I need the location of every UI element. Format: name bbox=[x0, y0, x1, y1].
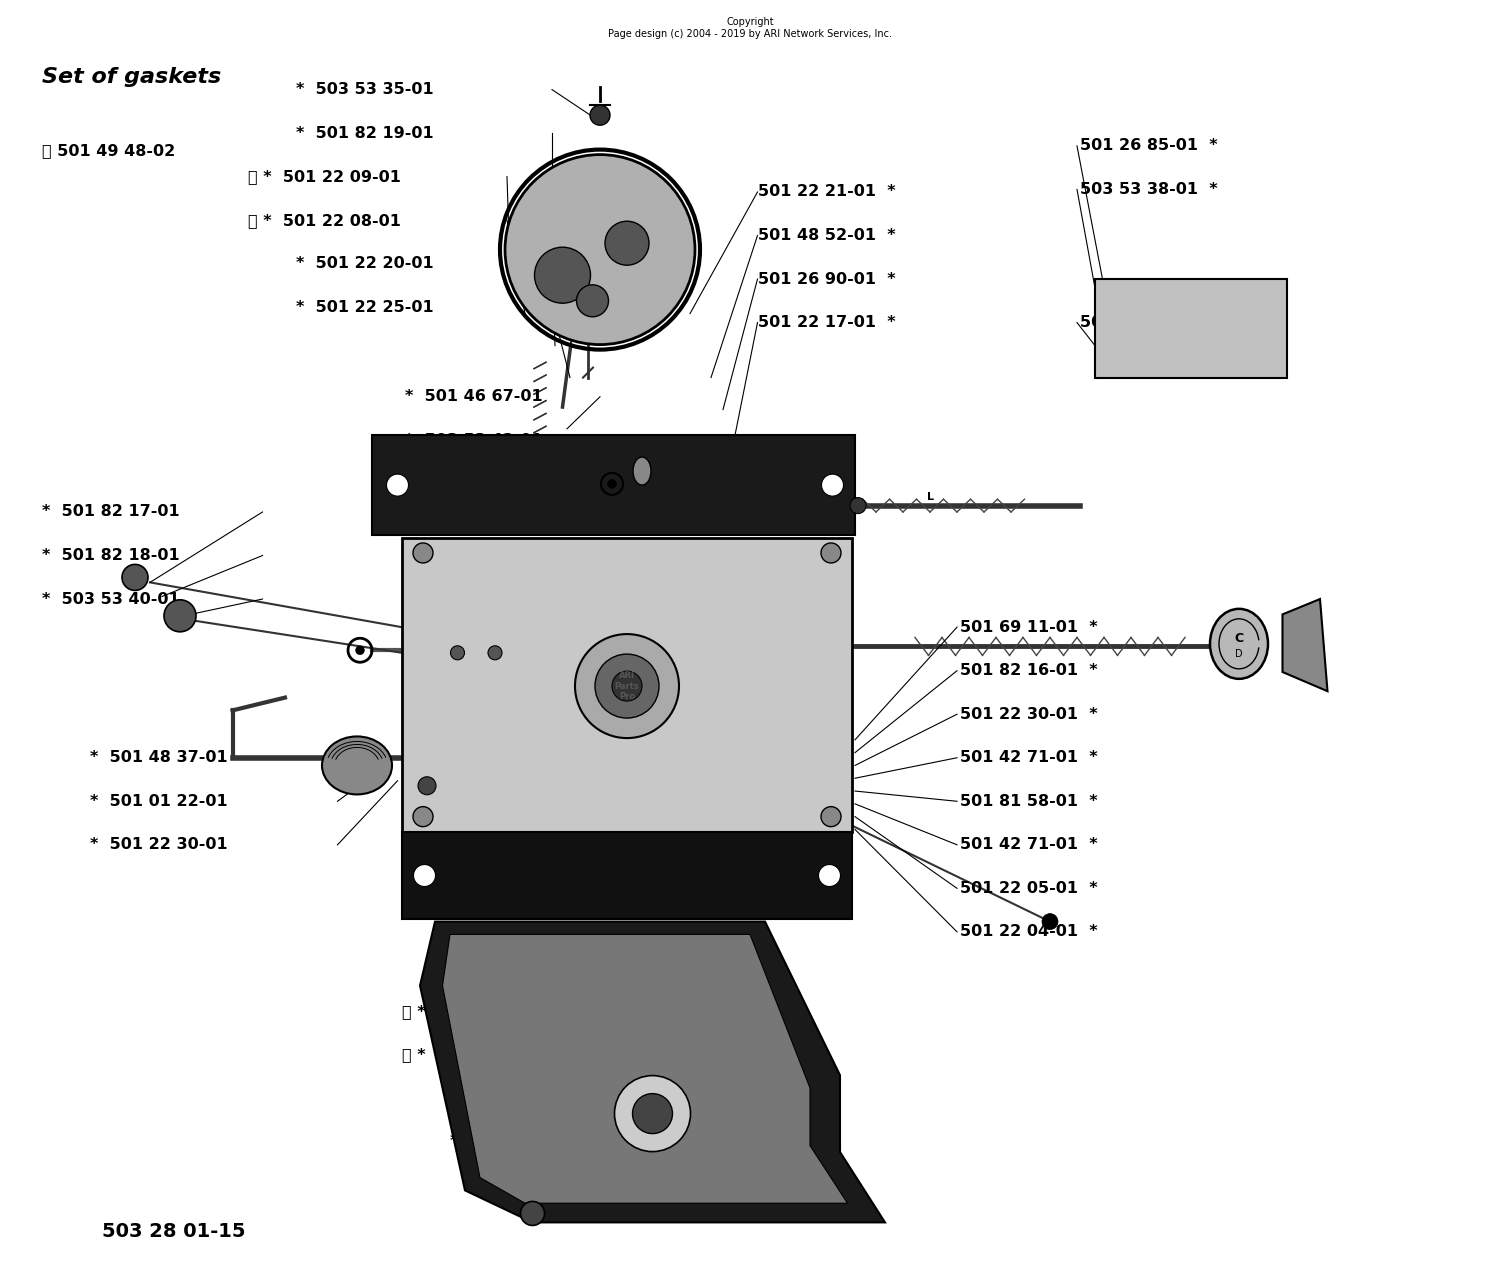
Text: *  503 53 42-01: * 503 53 42-01 bbox=[405, 433, 543, 448]
Text: *  501 22 30-01: * 501 22 30-01 bbox=[90, 837, 228, 852]
Circle shape bbox=[122, 564, 148, 590]
Circle shape bbox=[413, 543, 434, 563]
Circle shape bbox=[419, 777, 436, 795]
Text: *  501 82 19-01: * 501 82 19-01 bbox=[296, 125, 433, 141]
Circle shape bbox=[387, 474, 408, 497]
Text: Copyright
Page design (c) 2004 - 2019 by ARI Network Services, Inc.: Copyright Page design (c) 2004 - 2019 by… bbox=[608, 18, 892, 38]
Text: 501 22 17-01  *: 501 22 17-01 * bbox=[758, 315, 896, 330]
Text: *  501 01 22-01: * 501 01 22-01 bbox=[90, 794, 228, 809]
Circle shape bbox=[506, 155, 694, 344]
Circle shape bbox=[612, 671, 642, 701]
Text: 501 26 85-01  *: 501 26 85-01 * bbox=[1080, 138, 1218, 154]
Circle shape bbox=[821, 806, 842, 827]
Circle shape bbox=[590, 105, 610, 125]
Text: *  501 53 42-01: * 501 53 42-01 bbox=[405, 476, 543, 492]
Text: 501 48 52-01  *: 501 48 52-01 * bbox=[758, 228, 896, 243]
Circle shape bbox=[576, 284, 609, 316]
Text: 501 81 58-01  *: 501 81 58-01 * bbox=[960, 794, 1098, 809]
Circle shape bbox=[608, 480, 616, 488]
Text: ⓦ 501 49 48-02: ⓦ 501 49 48-02 bbox=[42, 143, 176, 159]
Polygon shape bbox=[402, 538, 852, 832]
Text: *  501 22 15-01: * 501 22 15-01 bbox=[450, 1134, 588, 1149]
Text: Set of gaskets: Set of gaskets bbox=[42, 67, 222, 87]
Text: ARI
Parts
Pro: ARI Parts Pro bbox=[615, 671, 639, 701]
Circle shape bbox=[414, 864, 435, 887]
Text: 503 28 01-15: 503 28 01-15 bbox=[102, 1222, 246, 1240]
Circle shape bbox=[822, 474, 843, 497]
Text: ⓦ *  501 22 09-01: ⓦ * 501 22 09-01 bbox=[248, 169, 400, 184]
Text: 501 82 16-01  *: 501 82 16-01 * bbox=[960, 663, 1098, 678]
Polygon shape bbox=[372, 435, 855, 535]
Text: ⓦ *  501 22 13-01: ⓦ * 501 22 13-01 bbox=[402, 1047, 555, 1062]
Text: 501 28 92-01  *: 501 28 92-01 * bbox=[1080, 315, 1218, 330]
Text: 501 22 30-01  *: 501 22 30-01 * bbox=[960, 707, 1098, 722]
Text: *  501 82 18-01: * 501 82 18-01 bbox=[42, 548, 180, 563]
Circle shape bbox=[356, 646, 364, 654]
Polygon shape bbox=[402, 832, 852, 919]
Text: *  501 46 67-01: * 501 46 67-01 bbox=[405, 389, 543, 404]
Circle shape bbox=[1042, 914, 1058, 929]
Circle shape bbox=[850, 498, 865, 513]
Text: 501 42 71-01  *: 501 42 71-01 * bbox=[960, 837, 1098, 852]
Polygon shape bbox=[1282, 599, 1328, 691]
Circle shape bbox=[534, 247, 591, 303]
Circle shape bbox=[488, 646, 502, 659]
Text: 501 22 21-01  *: 501 22 21-01 * bbox=[758, 184, 896, 200]
Text: L: L bbox=[927, 492, 933, 502]
Text: 501 22 04-01  *: 501 22 04-01 * bbox=[960, 924, 1098, 940]
Circle shape bbox=[520, 1202, 544, 1225]
Circle shape bbox=[574, 634, 680, 739]
Circle shape bbox=[615, 1075, 690, 1152]
Text: *  503 53 35-01: * 503 53 35-01 bbox=[296, 82, 433, 97]
Text: *  503 53 40-01: * 503 53 40-01 bbox=[42, 591, 180, 607]
Polygon shape bbox=[420, 922, 885, 1222]
Text: 501 26 90-01  *: 501 26 90-01 * bbox=[758, 271, 896, 287]
Text: D: D bbox=[1234, 649, 1244, 659]
Text: *  501 22 24-01: * 501 22 24-01 bbox=[450, 960, 588, 975]
Circle shape bbox=[164, 600, 196, 632]
Ellipse shape bbox=[1210, 609, 1268, 678]
Ellipse shape bbox=[322, 736, 392, 795]
Polygon shape bbox=[442, 934, 848, 1203]
Text: ⓦ *  501 22 12-01: ⓦ * 501 22 12-01 bbox=[402, 1004, 555, 1019]
Text: ⓦ *  501 22 08-01: ⓦ * 501 22 08-01 bbox=[248, 212, 400, 228]
Circle shape bbox=[413, 806, 434, 827]
Text: *  501 22 20-01: * 501 22 20-01 bbox=[296, 256, 433, 271]
Text: *  501 82 17-01: * 501 82 17-01 bbox=[42, 504, 180, 520]
Circle shape bbox=[633, 1093, 672, 1134]
Ellipse shape bbox=[633, 457, 651, 485]
Circle shape bbox=[819, 864, 840, 887]
Polygon shape bbox=[1095, 279, 1287, 378]
Text: 501 22 05-01  *: 501 22 05-01 * bbox=[960, 881, 1098, 896]
Text: *  501 22 25-01: * 501 22 25-01 bbox=[296, 300, 433, 315]
Circle shape bbox=[604, 221, 650, 265]
Text: *  501 22 14-01: * 501 22 14-01 bbox=[450, 1091, 588, 1106]
Text: C: C bbox=[1234, 632, 1244, 645]
Circle shape bbox=[596, 654, 658, 718]
Circle shape bbox=[450, 646, 465, 659]
Text: 501 42 71-01  *: 501 42 71-01 * bbox=[960, 750, 1098, 765]
Circle shape bbox=[821, 543, 842, 563]
Text: 503 53 38-01  *: 503 53 38-01 * bbox=[1080, 182, 1218, 197]
Text: *  501 48 37-01: * 501 48 37-01 bbox=[90, 750, 228, 765]
Text: 501 69 11-01  *: 501 69 11-01 * bbox=[960, 620, 1098, 635]
